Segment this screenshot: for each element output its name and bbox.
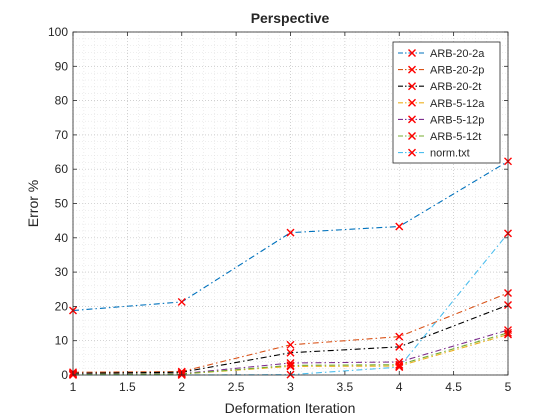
y-tick-label: 100 [48, 25, 68, 39]
legend-marker [408, 148, 416, 157]
data-point-arb-20-2t [395, 342, 404, 351]
legend-label: norm.txt [430, 148, 470, 160]
y-tick-label: 30 [55, 265, 69, 279]
series-line-arb-20-2a [72, 160, 509, 312]
legend-marker [408, 82, 416, 91]
legend-item-arb-20-2a: ARB-20-2a [398, 48, 485, 60]
legend-item-arb-20-2t: ARB-20-2t [398, 81, 481, 93]
data-point-arb-20-2p [286, 340, 295, 349]
data-point-arb-20-2a [177, 297, 186, 306]
legend-marker [408, 49, 416, 57]
legend-marker [408, 98, 416, 107]
legend-label: ARB-5-12a [430, 98, 485, 110]
y-axis-title: Error % [25, 180, 41, 227]
legend-label: ARB-20-2t [430, 81, 481, 93]
y-tick-label: 40 [55, 231, 69, 245]
x-tick-label: 1.5 [119, 380, 136, 394]
legend-marker [408, 132, 416, 140]
x-tick-label: 4.5 [445, 380, 462, 394]
legend-item-arb-5-12p: ARB-5-12p [398, 114, 484, 126]
y-tick-label: 0 [61, 368, 68, 382]
x-tick-label: 3.5 [337, 380, 354, 394]
y-tick-label: 10 [55, 334, 69, 348]
data-point-arb-5-12t [395, 360, 404, 369]
x-tick-label: 1 [70, 380, 77, 394]
data-point-arb-20-2a [395, 222, 404, 231]
y-tick-label: 90 [55, 59, 69, 73]
data-point-arb-20-2p [395, 332, 404, 341]
legend-label: ARB-20-2a [430, 48, 485, 60]
legend-label: ARB-5-12p [430, 114, 484, 126]
x-tick-label: 2.5 [228, 380, 245, 394]
y-tick-label: 70 [55, 128, 69, 142]
y-tick-label: 50 [55, 197, 69, 211]
legend-marker [408, 115, 416, 124]
legend: ARB-20-2a ARB-20-2p ARB-20-2t ARB-5-12a ARB-… [392, 41, 501, 164]
y-tick-label: 20 [55, 299, 69, 313]
data-point-arb-5-12p [286, 359, 295, 367]
x-tick-label: 4 [396, 380, 403, 394]
y-tick-label: 80 [55, 94, 69, 108]
data-point-arb-20-2t [286, 348, 295, 357]
x-tick-label: 5 [505, 380, 512, 394]
legend-marker [408, 65, 416, 74]
chart-title: Perspective [251, 10, 330, 26]
x-axis-title: Deformation Iteration [225, 400, 356, 416]
data-point-arb-20-2a [286, 228, 295, 237]
legend-label: ARB-20-2p [430, 65, 484, 77]
data-point-arb-5-12t [286, 361, 295, 370]
x-tick-label: 2 [178, 380, 185, 394]
legend-item-norm-txt: norm.txt [398, 148, 470, 160]
legend-item-arb-5-12t: ARB-5-12t [398, 131, 481, 143]
x-tick-label: 3 [287, 380, 294, 394]
legend-item-arb-20-2p: ARB-20-2p [398, 65, 484, 77]
y-tick-label: 60 [55, 162, 69, 176]
data-point-norm-txt [395, 363, 404, 372]
legend-item-arb-5-12a: ARB-5-12a [398, 98, 485, 110]
legend-label: ARB-5-12t [430, 131, 481, 143]
data-point-arb-5-12a [286, 362, 295, 371]
